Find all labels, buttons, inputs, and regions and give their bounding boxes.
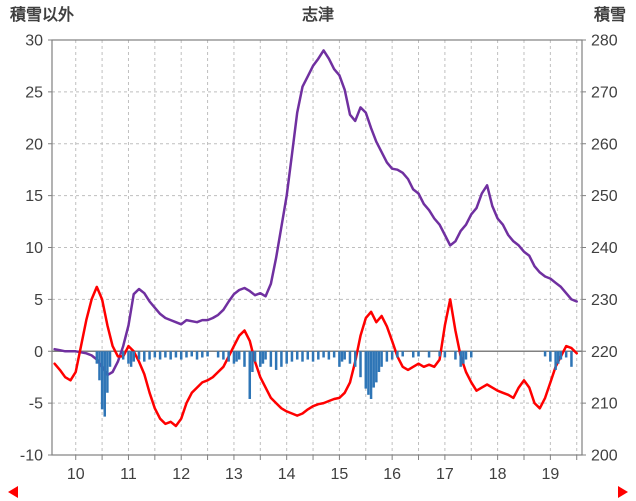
svg-text:15: 15 xyxy=(331,466,349,483)
svg-text:240: 240 xyxy=(591,240,618,257)
svg-text:16: 16 xyxy=(383,466,401,483)
svg-text:18: 18 xyxy=(489,466,507,483)
svg-text:220: 220 xyxy=(591,344,618,361)
svg-text:30: 30 xyxy=(25,33,43,50)
svg-text:5: 5 xyxy=(34,292,43,309)
svg-text:11: 11 xyxy=(120,466,137,483)
svg-text:17: 17 xyxy=(436,466,454,483)
right-axis-title: 積雪 xyxy=(593,7,626,24)
svg-text:13: 13 xyxy=(225,466,243,483)
svg-text:0: 0 xyxy=(34,344,43,361)
svg-text:210: 210 xyxy=(591,396,618,413)
svg-text:200: 200 xyxy=(591,448,618,465)
scroll-left-icon[interactable] xyxy=(8,486,18,498)
svg-text:12: 12 xyxy=(172,466,190,483)
svg-text:10: 10 xyxy=(25,240,43,257)
svg-text:280: 280 xyxy=(591,33,618,50)
svg-text:260: 260 xyxy=(591,136,618,153)
svg-text:270: 270 xyxy=(591,84,618,101)
svg-text:-5: -5 xyxy=(29,396,43,413)
svg-text:15: 15 xyxy=(25,188,43,205)
svg-text:25: 25 xyxy=(25,84,43,101)
svg-text:19: 19 xyxy=(541,466,559,483)
svg-text:250: 250 xyxy=(591,188,618,205)
scroll-right-icon[interactable] xyxy=(618,486,628,498)
left-axis-title: 積雪以外 xyxy=(10,7,75,24)
svg-text:10: 10 xyxy=(67,466,85,483)
svg-text:230: 230 xyxy=(591,292,618,309)
svg-text:-10: -10 xyxy=(20,448,43,465)
svg-text:14: 14 xyxy=(278,466,296,483)
svg-text:20: 20 xyxy=(25,136,43,153)
